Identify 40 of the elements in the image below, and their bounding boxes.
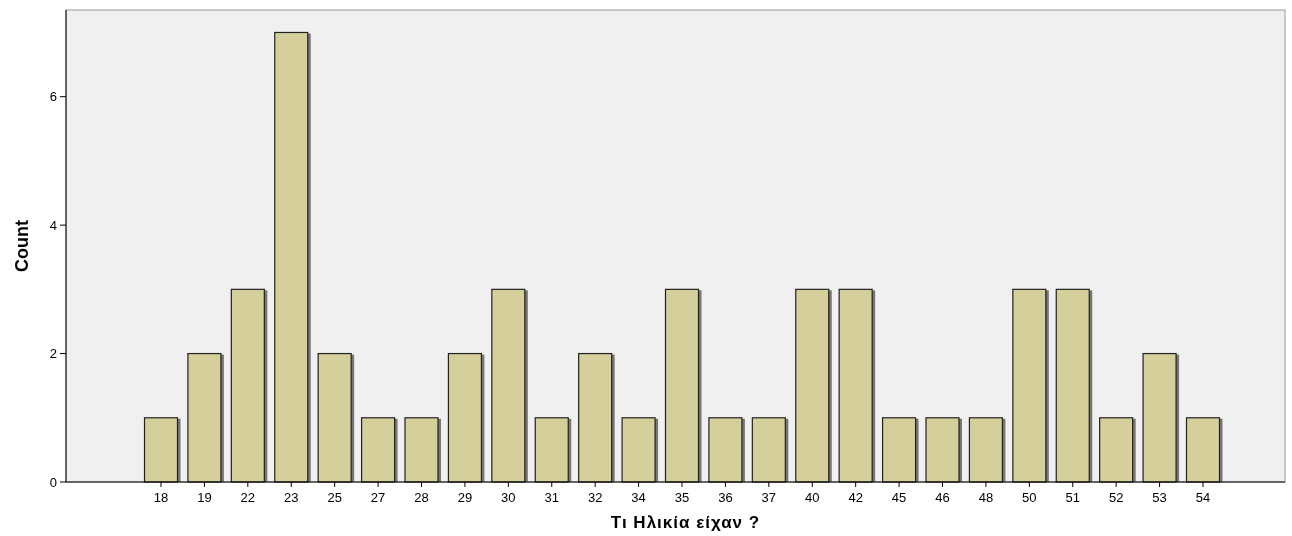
y-tick-label: 4 bbox=[49, 217, 57, 233]
x-tick-label: 53 bbox=[1152, 490, 1167, 505]
x-tick-label: 36 bbox=[718, 490, 733, 505]
x-tick-label: 18 bbox=[153, 490, 169, 505]
x-tick-label: 46 bbox=[935, 490, 950, 505]
bar bbox=[881, 417, 917, 483]
y-tick-label: 6 bbox=[49, 89, 57, 105]
x-tick-label: 50 bbox=[1022, 490, 1037, 505]
bar bbox=[1185, 417, 1221, 483]
x-tick-label: 30 bbox=[501, 490, 516, 505]
x-tick-label: 40 bbox=[805, 490, 820, 505]
bar bbox=[925, 417, 960, 483]
x-tick-label: 37 bbox=[761, 490, 777, 505]
bar bbox=[360, 417, 396, 483]
x-tick-label: 32 bbox=[587, 490, 603, 505]
x-tick-label: 31 bbox=[544, 490, 559, 505]
y-axis-title: Count bbox=[12, 220, 32, 272]
x-tick-label: 48 bbox=[978, 490, 994, 505]
bar bbox=[143, 417, 179, 483]
x-tick-label: 27 bbox=[370, 490, 386, 505]
x-tick-label: 52 bbox=[1108, 490, 1124, 505]
x-tick-label: 42 bbox=[848, 490, 863, 505]
x-tick-label: 34 bbox=[631, 490, 646, 505]
x-tick-label: 54 bbox=[1195, 490, 1211, 505]
x-tick-label: 22 bbox=[240, 490, 256, 505]
bar bbox=[447, 352, 483, 483]
x-axis-title: Τι Ηλικία είχαν ? bbox=[610, 513, 761, 532]
x-tick-label: 51 bbox=[1065, 490, 1080, 505]
x-tick-label: 28 bbox=[414, 490, 429, 505]
x-tick-label: 19 bbox=[197, 490, 212, 505]
y-tick-label: 0 bbox=[49, 474, 57, 490]
bar bbox=[968, 417, 1004, 483]
x-tick-label: 29 bbox=[457, 490, 473, 505]
bar bbox=[404, 417, 439, 483]
bar bbox=[664, 288, 700, 483]
x-tick-label: 25 bbox=[327, 490, 342, 505]
x-tick-label: 35 bbox=[674, 490, 690, 505]
x-tick-label: 45 bbox=[891, 490, 907, 505]
y-tick-label: 2 bbox=[49, 346, 57, 362]
x-tick-label: 23 bbox=[284, 490, 299, 505]
